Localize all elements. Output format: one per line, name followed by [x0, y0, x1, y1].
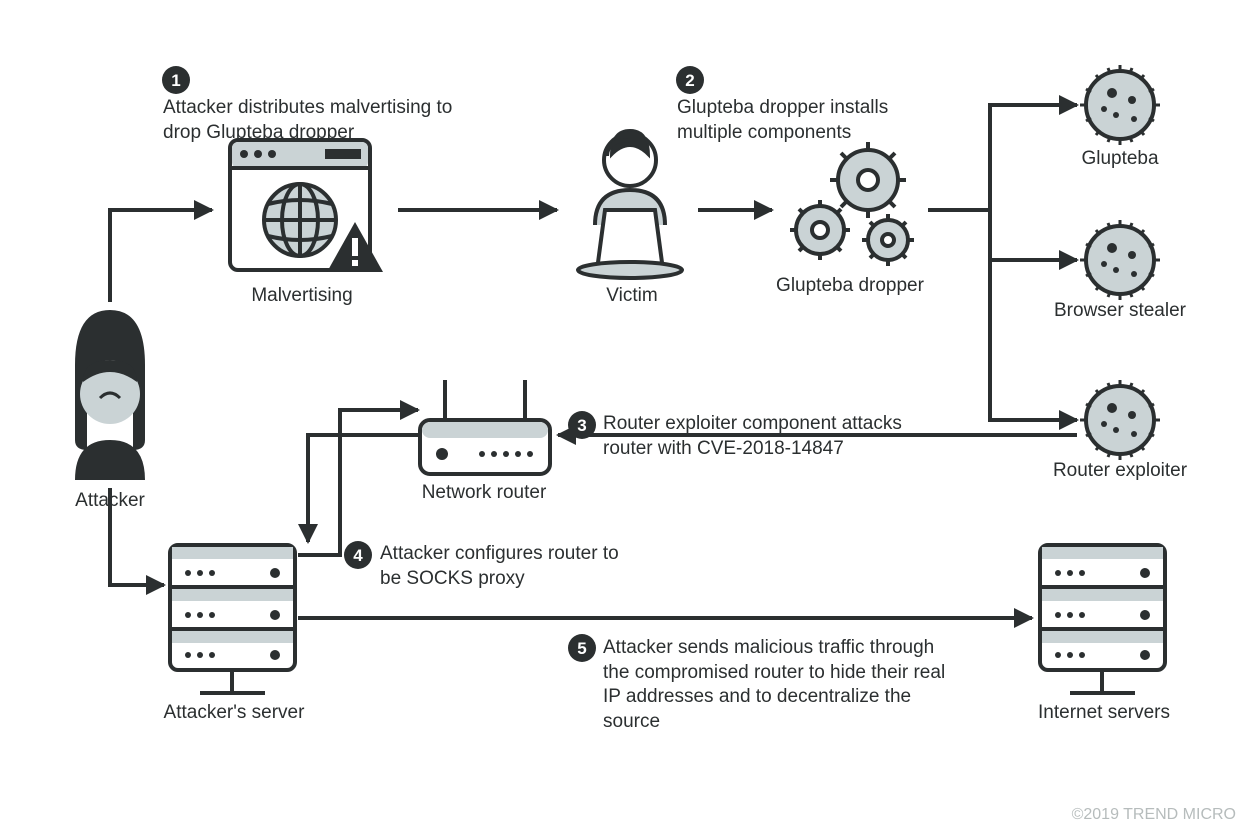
virus-browser-stealer-icon	[1080, 220, 1160, 300]
dropper-icon	[790, 142, 914, 266]
step-2-text: Glupteba dropper installs multiple compo…	[677, 96, 937, 145]
step-4-text: Attacker configures router to be SOCKS p…	[380, 542, 620, 591]
internet-servers-icon	[1040, 545, 1165, 693]
caption-dropper: Glupteba dropper	[770, 275, 930, 297]
svg-text:1: 1	[171, 71, 180, 90]
caption-victim: Victim	[552, 285, 712, 307]
router-icon	[420, 380, 550, 474]
caption-router-exploiter: Router exploiter	[1040, 460, 1200, 482]
malvertising-icon	[230, 140, 383, 272]
svg-text:5: 5	[577, 639, 586, 658]
attacker-icon	[75, 310, 145, 480]
caption-glupteba: Glupteba	[1040, 148, 1200, 170]
svg-text:4: 4	[353, 546, 363, 565]
step-1-text: Attacker distributes malvertising to dro…	[163, 96, 483, 145]
caption-internet-servers: Internet servers	[1024, 702, 1184, 724]
svg-text:2: 2	[685, 71, 694, 90]
caption-network-router: Network router	[404, 482, 564, 504]
victim-icon	[578, 130, 682, 278]
virus-glupteba-icon	[1080, 65, 1160, 145]
virus-router-exploiter-icon	[1080, 380, 1160, 460]
step-3-text: Router exploiter component attacks route…	[603, 412, 943, 461]
svg-text:3: 3	[577, 416, 586, 435]
caption-malvertising: Malvertising	[222, 285, 382, 307]
copyright-text: ©2019 TREND MICRO	[1072, 806, 1236, 824]
caption-browser-stealer: Browser stealer	[1040, 300, 1200, 322]
attacker-server-icon	[170, 545, 295, 693]
caption-attacker-server: Attacker's server	[154, 702, 314, 724]
caption-attacker: Attacker	[30, 490, 190, 512]
step-5-text: Attacker sends malicious traffic through…	[603, 636, 953, 735]
